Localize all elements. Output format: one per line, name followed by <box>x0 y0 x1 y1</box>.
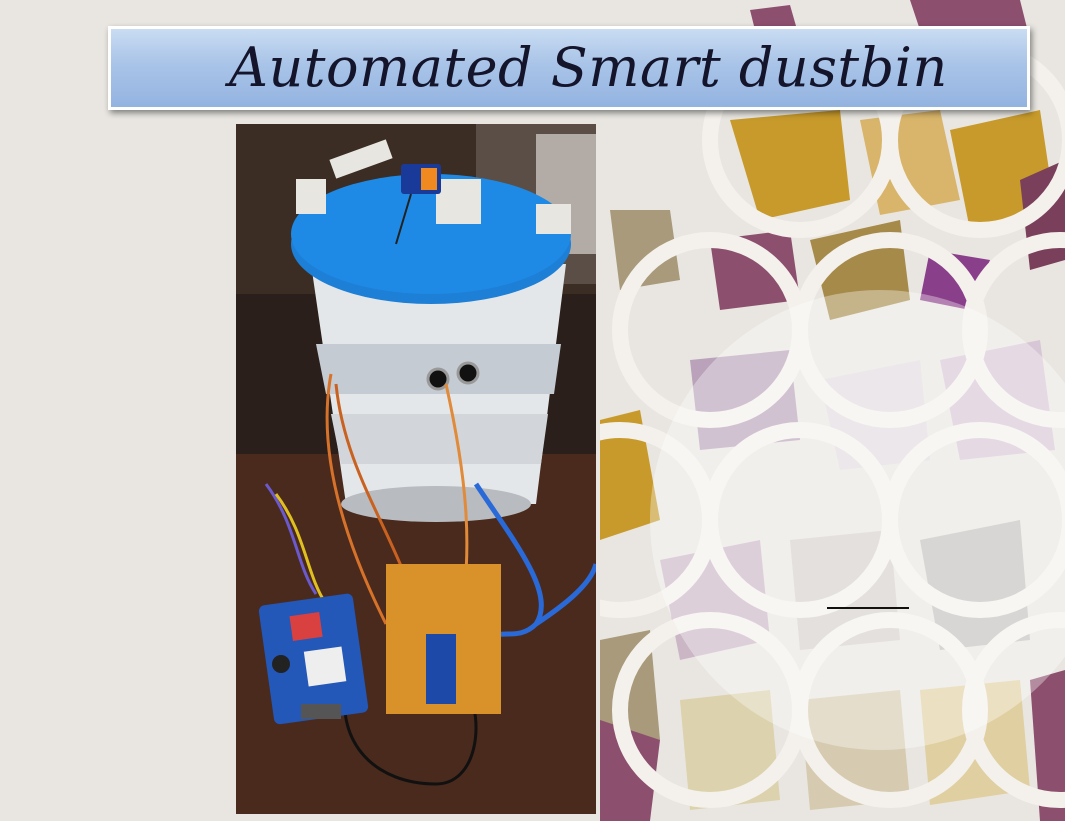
ultrasonic-sensor <box>426 367 450 391</box>
dustbin-prototype-photo <box>236 124 596 814</box>
title-banner: Automated Smart dustbin <box>108 26 1030 110</box>
decorative-lattice-pattern <box>600 0 1065 821</box>
divider-line <box>827 607 909 609</box>
highlight-circle <box>650 290 1065 750</box>
pattern-lattice <box>600 42 1065 808</box>
slide-title: Automated Smart dustbin <box>229 36 948 99</box>
